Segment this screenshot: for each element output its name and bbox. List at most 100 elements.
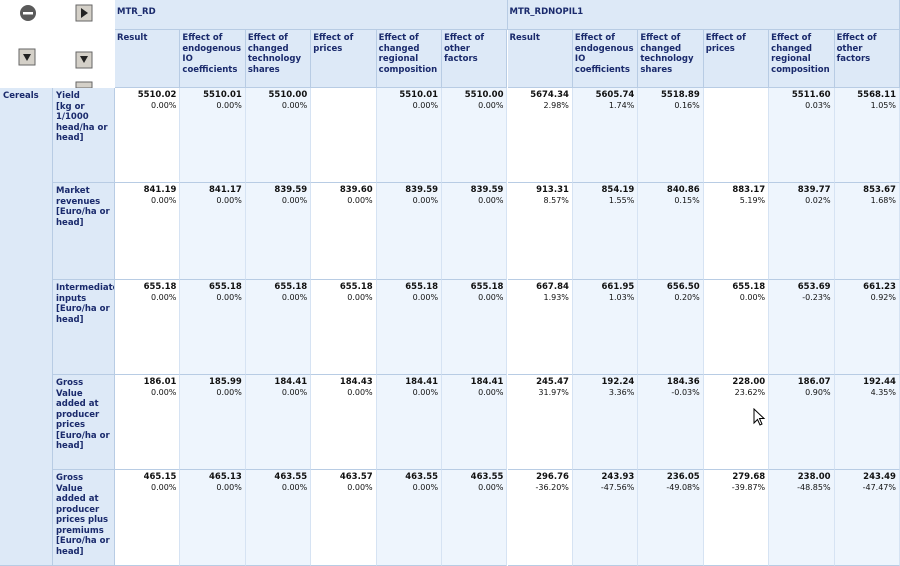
cell-change: 0.00% [281,100,308,110]
cell-value: 279.68 [732,472,766,482]
data-cell: 5605.74 1.74% [572,88,639,183]
cell-value: 5510.02 [137,90,177,100]
cell-change: -47.47% [862,482,896,492]
column-title: Effect of other factors [836,33,877,64]
cell-value: 841.17 [209,185,242,195]
cell-value: 463.55 [274,472,308,482]
cell-change: 23.62% [734,387,766,397]
row-unit: [kg or 1/1000 head/ha or head] [56,101,108,144]
row-name: Gross Value added at producer prices plu… [56,473,109,536]
cell-change: 0.16% [674,100,700,110]
cell-change: 0.00% [478,100,504,110]
cell-change: 1.05% [870,100,896,110]
data-cell: 463.55 0.00% [376,470,443,566]
cell-change: -0.23% [802,292,831,302]
row-label: Gross Value added at producer prices plu… [53,470,115,566]
cell-change: 0.90% [805,387,831,397]
column-header: Effect of other factors [834,30,900,88]
cell-value: 5510.00 [464,90,504,100]
data-cell: 463.57 0.00% [311,470,377,566]
cell-change: -36.20% [535,482,569,492]
column-header: Effect of other factors [442,30,508,88]
column-header: Result [115,30,181,88]
cell-change: 1.03% [608,292,635,302]
data-cell: 184.36 -0.03% [638,375,704,470]
cell-value: 839.60 [339,185,373,195]
data-cell: 192.44 4.35% [834,375,900,470]
cell-value: 184.41 [274,377,308,387]
data-cell: 5510.00 0.00% [442,88,508,183]
cell-value: 5568.11 [857,90,896,100]
cell-change: 0.00% [412,482,439,492]
cell-value: 186.07 [797,377,831,387]
data-cell: 184.43 0.00% [311,375,377,470]
cell-change: -39.87% [731,482,766,492]
data-cell: 463.55 0.00% [442,470,508,566]
row-label: Intermediate inputs [Euro/ha or head] [53,280,115,375]
cell-change: 1.68% [870,195,896,205]
data-cell: 243.49 -47.47% [834,470,900,566]
row-name: Market revenues [56,186,101,207]
data-cell: 243.93 -47.56% [572,470,639,566]
data-cell: 661.95 1.03% [572,280,639,375]
cell-change: 0.00% [216,387,242,397]
data-cell: 5510.01 0.00% [376,88,443,183]
scenario-header: MTR_RD [115,0,508,30]
cell-value: 5510.01 [399,90,439,100]
cell-value: 245.47 [536,377,569,387]
mouse-cursor [753,408,766,426]
column-title: Effect of prices [705,33,746,54]
cell-value: 667.84 [536,282,569,292]
column-header: Effect of changed technology shares [638,30,704,88]
cell-change: 0.00% [478,195,504,205]
cell-value: 883.17 [732,185,766,195]
cell-change: 0.00% [347,292,373,302]
cell-change: 0.00% [478,292,504,302]
cell-value: 463.55 [405,472,439,482]
data-cell: 656.50 0.20% [638,280,704,375]
column-header: Effect of changed regional composition [769,30,835,88]
group-name: Cereals [3,91,39,101]
toolbar-icons [18,4,93,88]
data-cell: 854.19 1.55% [572,183,639,280]
cell-change: -49.08% [666,482,700,492]
cell-value: 853.67 [863,185,896,195]
cell-value: 656.50 [666,282,700,292]
data-cell: 839.59 0.00% [245,183,312,280]
cell-change: 0.00% [412,387,439,397]
row-label: Market revenues [Euro/ha or head] [53,183,115,280]
cell-value: 653.69 [797,282,831,292]
cell-value: 184.41 [405,377,439,387]
cell-change: 0.00% [281,292,308,302]
column-header: Effect of prices [311,30,377,88]
column-title: Effect of prices [313,33,354,54]
cell-change: 0.03% [805,100,831,110]
cell-change: 0.00% [150,292,177,302]
column-title: Result [509,33,540,43]
cell-change: 0.00% [478,482,504,492]
cell-value: 5518.89 [661,90,700,100]
cell-change: 0.20% [674,292,700,302]
cell-change: 0.00% [478,387,504,397]
row-name: Gross Value added at producer prices [56,378,100,430]
data-cell: 655.18 0.00% [376,280,443,375]
row-unit: [Euro/ha or head] [56,430,110,452]
cell-value: 463.57 [339,472,373,482]
cell-value: 184.36 [666,377,700,387]
column-title: Effect of changed regional composition [378,33,438,75]
group-label: Cereals [0,88,53,566]
column-title: Effect of endogenous IO coefficients [574,33,634,75]
scenario-name: MTR_RD [117,7,156,17]
data-cell: 655.18 0.00% [115,280,181,375]
cell-value: 236.05 [666,472,700,482]
data-cell: 839.77 0.02% [769,183,835,280]
cell-change: 0.15% [674,195,700,205]
cell-change: 0.00% [281,195,308,205]
cell-change: 0.92% [870,292,896,302]
data-cell: 184.41 0.00% [245,375,312,470]
data-cell: 653.69 -0.23% [769,280,835,375]
data-cell: 5674.34 2.98% [507,88,573,183]
data-cell: 236.05 -49.08% [638,470,704,566]
data-cell: 655.18 0.00% [703,280,770,375]
cell-value: 185.99 [209,377,242,387]
